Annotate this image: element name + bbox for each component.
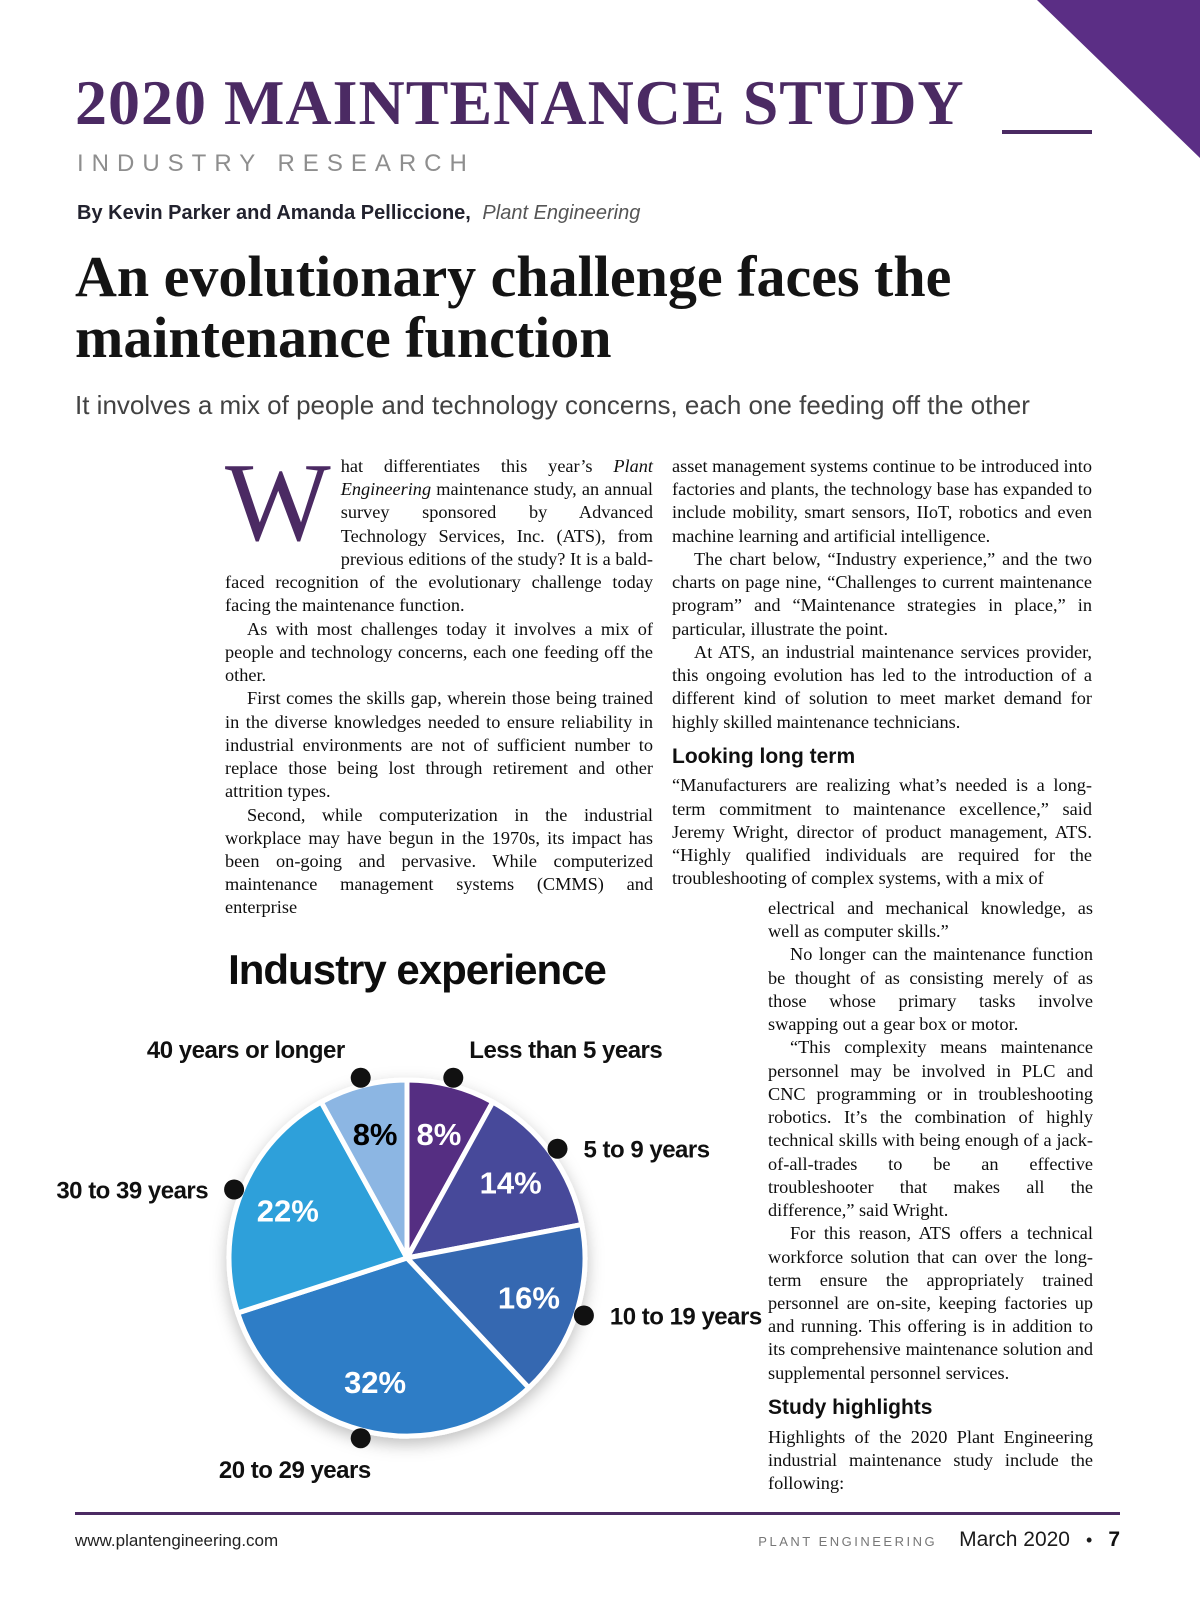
footer-website-link[interactable]: www.plantengineering.com [75,1531,279,1550]
pie-label-dot [350,1428,371,1449]
paragraph: First comes the skills gap, wherein thos… [225,688,653,802]
footer-page-number: 7 [1108,1528,1120,1551]
byline-authors: By Kevin Parker and Amanda Pelliccione, [77,202,471,224]
pie-annotations-group: 8% Less than 5 years 14% 5 to 9 years 16% 10 … [56,1037,762,1484]
paragraph: “This complexity means maintenance perso… [768,1037,1093,1221]
pie-label-dot [443,1067,464,1088]
pie-label-dot [547,1138,568,1159]
footer-publication-name: PLANT ENGINEERING [758,1534,938,1549]
pie-value-label: 32% [344,1365,406,1400]
pie-label-dot [573,1305,594,1326]
paragraph: No longer can the maintenance function b… [768,944,1093,1035]
footer-rule [75,1512,1120,1515]
footer-issue-date: March 2020 [959,1528,1070,1551]
byline: By Kevin Parker and Amanda Pelliccione, … [77,202,640,225]
paragraph: asset management systems continue to be … [672,456,1092,546]
paragraph: As with most challenges today it involve… [225,618,653,686]
pie-category-label: 10 to 19 years [610,1304,762,1331]
byline-publication: Plant Engineering [482,202,641,224]
body-right-column-narrow: electrical and mechanical knowledge, as … [768,897,1093,1495]
pie-category-label: 40 years or longer [147,1037,345,1064]
paragraph-italic-text: Plant Engineering [340,456,653,500]
pie-slices-group [226,1077,588,1439]
chart-title: Industry experience [228,946,606,993]
paragraph: electrical and mechanical knowledge, as … [768,898,1093,942]
paragraph: For this reason, ATS offers a technical … [768,1223,1093,1383]
corner-triangle-decoration [1037,0,1200,158]
footer-right-group: PLANT ENGINEERING March 2020 • 7 [758,1528,1120,1552]
section-heading-study-highlights: Study highlights [768,1395,933,1419]
pie-label-dot [350,1067,371,1088]
pie-category-label: 5 to 9 years [584,1137,710,1164]
paragraph-text: maintenance study, an annual survey spon… [225,479,653,616]
paragraph-text: hat differentiates this year’s [340,456,614,476]
pie-value-label: 22% [257,1194,319,1229]
paragraph: Highlights of the 2020 Plant Engineering… [768,1426,1093,1494]
paragraph: The chart below, “Industry experience,” … [672,548,1092,639]
paragraph: “Manufacturers are realizing what’s need… [672,775,1092,889]
paragraph: At ATS, an industrial maintenance servic… [672,641,1092,732]
industry-experience-pie-chart: Industry experience 8% Less than 5 years 1… [56,946,762,1484]
pie-value-label: 14% [480,1166,542,1201]
article-deck: It involves a mix of people and technolo… [75,390,1030,420]
pie-label-dot [224,1179,245,1200]
page-title: 2020 MAINTENANCE STUDY [75,67,965,138]
pie-category-label: Less than 5 years [469,1037,662,1064]
body-right-column: asset management systems continue to be … [672,455,1092,891]
pie-value-label: 8% [353,1117,398,1152]
pie-category-label: 20 to 29 years [219,1457,371,1484]
kicker-industry-research: INDUSTRY RESEARCH [77,150,475,177]
pie-value-label: 16% [498,1280,560,1315]
paragraph: Second, while computerization in the ind… [225,804,653,918]
pie-value-label: 8% [416,1117,461,1152]
footer: www.plantengineering.com PLANT ENGINEERI… [75,1528,1120,1552]
footer-bullet: • [1086,1530,1093,1550]
title-underscore-line [1002,130,1092,134]
article-headline: An evolutionary challenge faces the main… [75,244,952,371]
pie-category-label: 30 to 39 years [56,1178,208,1205]
industry-experience-chart: Industry experience 8% Less than 5 years 1… [56,928,762,1503]
section-heading-looking-long-term: Looking long term [672,744,856,768]
drop-cap: W [225,441,331,565]
